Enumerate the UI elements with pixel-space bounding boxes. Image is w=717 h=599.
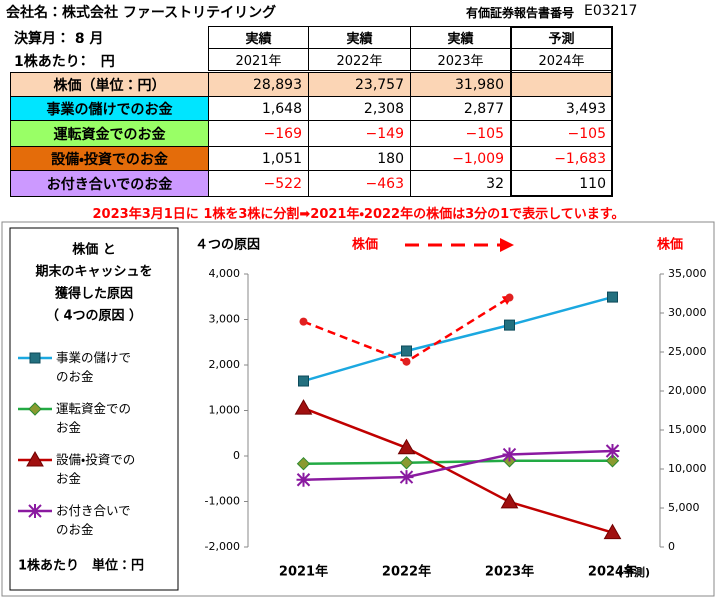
column-kind: 実績 [208,26,309,49]
forecast-note: (予測) [618,565,650,579]
x-tick-label: 2023年 [485,564,534,580]
unit-note: 1株あたり 単位：円 [18,558,144,574]
y-tick-label: 4,000 [209,267,241,280]
doc-label: 有価証券報告書番号 [466,6,575,20]
y2-tick-label: 0 [668,540,675,553]
series-line [303,459,613,465]
row-label: 株価（単位：円） [10,72,209,97]
table-cell: −522 [208,170,309,197]
y2-tick-label: 35,000 [668,267,707,280]
legend-box [9,227,179,591]
arrow-label: 株価 [352,237,378,253]
legend-title: 株価 と [72,242,116,258]
legend-label: お付き合いでのお金 [56,503,131,537]
data-point [500,492,519,509]
table-cell: 28,893 [208,72,309,97]
data-point [397,438,416,455]
y2-tick-label: 15,000 [668,423,707,436]
table-cell: −105 [410,120,511,147]
row-label: 運転資金でのお金 [10,120,209,147]
legend-title: 期末のキャッシュを [35,264,152,280]
legend-label: 設備・投資でのお金 [56,452,136,486]
legend-label: 事業の儲けでのお金 [56,350,132,384]
forecast-frame [510,26,613,197]
x-tick-label: 2022年 [382,564,431,580]
table-cell: −1,009 [410,146,511,171]
data-point [298,375,309,387]
legend-title: 獲得した原因 [54,286,133,302]
data-point [607,291,618,303]
legend-label: 運転資金でのお金 [56,401,132,435]
y-tick-label: 0 [233,449,240,462]
table: 決算月： 8 月 1株あたり： 円実績 2021年 実績 2022年 実績 2023年 予測 2… [0,0,717,210]
data-point [296,472,311,487]
legend-marker [29,352,41,364]
data-point [402,357,411,366]
data-point [399,456,414,470]
data-point [605,443,620,458]
table-cell: 1,051 [208,146,309,171]
data-point [401,345,412,357]
y2-label: 株価 [657,237,683,253]
y2-tick-label: 20,000 [668,384,707,397]
y2-tick-label: 25,000 [668,345,707,358]
data-point [502,447,517,462]
data-point [296,456,311,471]
legend-title: （ 4つの原因 ） [46,308,142,324]
table-cell: 23,757 [308,72,411,97]
legend-marker [26,450,44,467]
arrow-head [500,238,514,252]
table-cell: 1,648 [208,96,309,121]
corner-label: 決算月： 8 月 [14,31,104,47]
doc-number: E03217 [584,3,638,19]
column-kind: 実績 [308,26,411,49]
row-label: 設備・投資でのお金 [10,146,209,171]
table-cell: 32 [410,170,511,197]
y-tick-label: -2,000 [205,540,240,553]
data-point [399,470,414,485]
company: 会社名：株式会社 ファーストリテイリング [6,5,277,21]
y-tick-label: 3,000 [209,313,241,326]
column-year: 2022年 [308,48,411,71]
table-cell: 31,980 [410,72,511,97]
y2-tick-label: 10,000 [668,462,707,475]
corner-label: 1株あたり： 円 [14,54,115,70]
legend-marker [28,402,42,416]
data-point [603,523,622,540]
chart-frame [1,221,715,597]
y2-tick-label: 5,000 [668,501,700,514]
data-point [504,319,515,331]
data-point [299,317,308,326]
y-tick-label: 1,000 [209,404,241,417]
table-cell: −463 [308,170,411,197]
note: 2023年3月1日に 1株を3株に分割➡2021年・2022年の株価は3分の1で… [92,207,625,222]
data-point [294,399,313,415]
chart-title: ４つの原因 [195,238,260,253]
x-tick-label: 2021年 [279,564,328,580]
table-cell: 2,308 [308,96,411,121]
table-cell: 180 [308,146,411,171]
table-cell: 2,877 [410,96,511,121]
data-point [505,293,514,302]
column-year: 2023年 [410,48,511,71]
data-point [605,454,620,468]
series-line [303,295,613,383]
row-label: 事業の儲けでのお金 [10,96,209,121]
series-line [303,449,613,482]
legend-marker [28,504,42,518]
y2-tick-label: 30,000 [668,306,707,319]
series-line [303,407,613,534]
row-label: お付き合いでのお金 [10,170,209,197]
x-tick-label: 2024年 [588,564,637,580]
column-year: 2021年 [208,48,309,71]
y-tick-label: 2,000 [209,358,241,371]
table-cell: −169 [208,120,309,147]
table-cell: −149 [308,120,411,147]
column-kind: 実績 [410,26,511,49]
y-tick-label: -1,000 [205,495,240,508]
